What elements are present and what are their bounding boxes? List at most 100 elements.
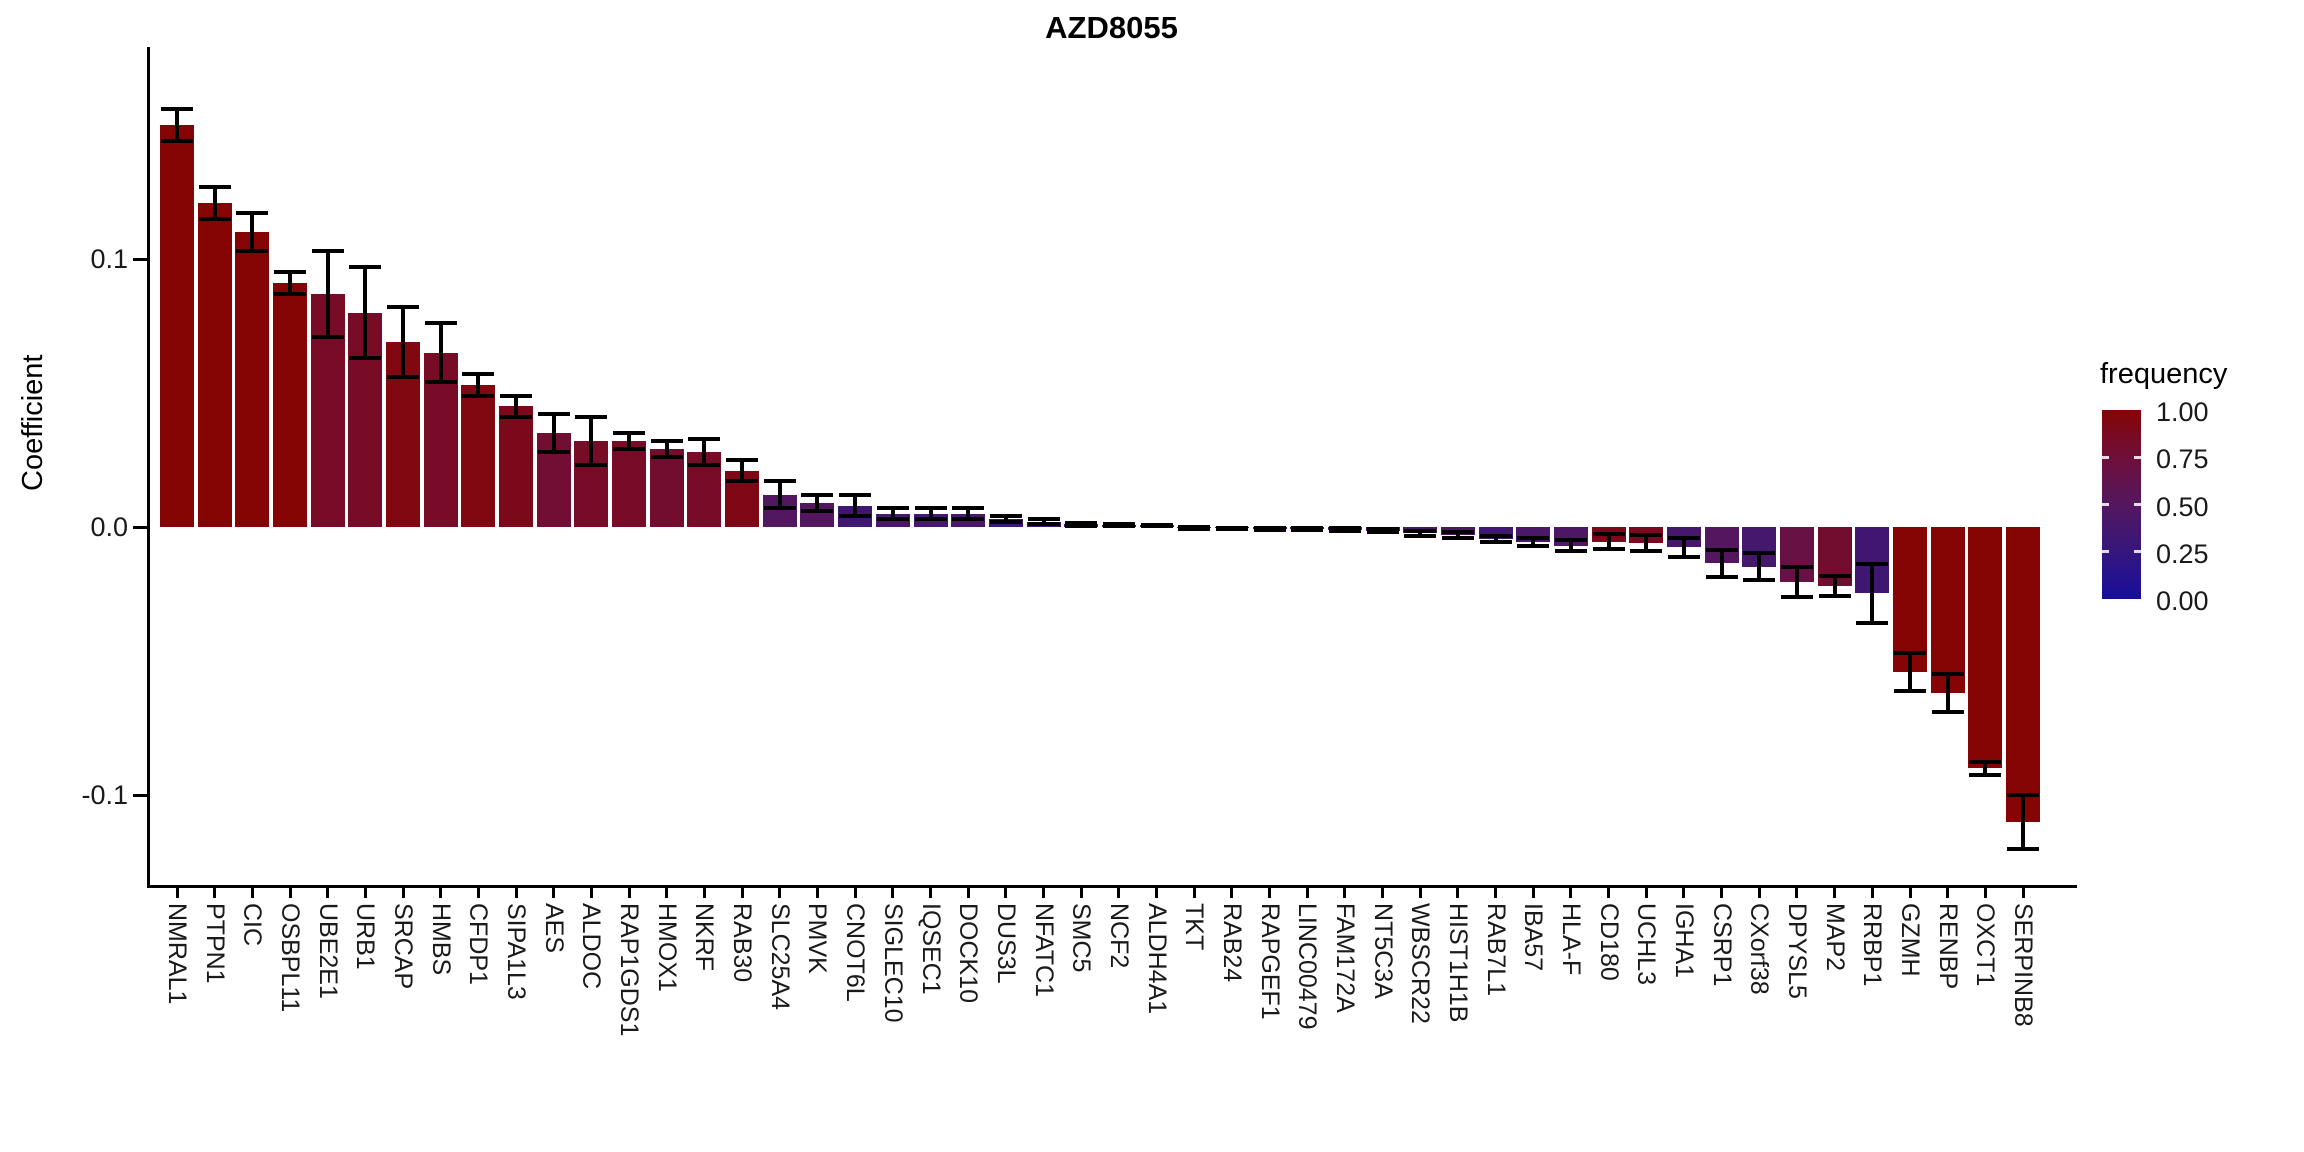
x-tick-mark (1418, 887, 1422, 898)
x-tick-label: SLC25A4 (765, 903, 794, 1011)
error-bar-line (1003, 516, 1008, 522)
error-bar-line (1983, 761, 1988, 775)
error-bar-cap-bottom (198, 216, 231, 221)
error-bar-cap-bottom (1178, 526, 1211, 531)
error-bar-cap-bottom (1441, 535, 1474, 540)
y-tick-label: 0.0 (90, 512, 128, 542)
x-tick-label: NKRF (690, 903, 719, 972)
y-tick-mark (133, 257, 147, 261)
error-bar-line (1757, 553, 1762, 581)
legend-label: 0.75 (2156, 444, 2209, 475)
x-tick-label: AES (539, 903, 568, 954)
error-bar-line (1455, 532, 1460, 538)
error-bar-cap-bottom (1291, 527, 1324, 532)
x-tick-label: LINC00479 (1293, 903, 1322, 1030)
x-tick-label: RENBP (1933, 903, 1962, 990)
error-bar-line (1870, 563, 1875, 623)
legend-tick-mark (2102, 503, 2109, 506)
x-tick-label: FAM172A (1330, 903, 1359, 1013)
error-bar-cap-top (914, 506, 947, 511)
x-tick-label: ALDOC (577, 903, 606, 990)
x-tick-label: DOCK10 (954, 903, 983, 1004)
error-bar-cap-top (1291, 525, 1324, 530)
error-bar-cap-top (575, 415, 608, 420)
error-bar-cap-top (1027, 517, 1060, 521)
x-tick-mark (1682, 887, 1686, 898)
x-tick-label: RAPGEF1 (1255, 903, 1284, 1020)
x-tick-mark (2021, 887, 2025, 898)
error-bar-line (702, 438, 707, 466)
error-bar-cap-top (726, 458, 759, 462)
error-bar-cap-top (1931, 672, 1964, 677)
x-tick-label: MAP2 (1820, 903, 1849, 972)
error-bar-line (664, 441, 669, 458)
x-axis-line (147, 885, 2077, 888)
error-bar-cap-top (1894, 651, 1926, 655)
x-tick-label: SERPINB8 (2009, 903, 2037, 1027)
x-tick-mark (1079, 887, 1083, 898)
error-bar-cap-top (613, 431, 646, 436)
error-bar-cap-top (1479, 533, 1512, 538)
bar (1930, 527, 1965, 694)
x-tick-label: CNOT6L (841, 903, 870, 1002)
bar (1893, 527, 1927, 672)
x-tick-mark (627, 887, 631, 898)
x-tick-label: DPYSL5 (1782, 903, 1811, 999)
error-bar-cap-top (1743, 551, 1776, 556)
bar (197, 202, 232, 527)
error-bar-line (250, 213, 255, 251)
error-bar-line (853, 494, 858, 517)
error-bar-cap-bottom (1554, 549, 1587, 554)
error-bar-cap-bottom (1931, 709, 1964, 714)
error-bar-cap-top (198, 184, 231, 189)
bar (160, 125, 194, 527)
error-bar-line (627, 433, 632, 450)
x-tick-mark (702, 887, 706, 898)
error-bar-cap-bottom (952, 517, 985, 521)
x-tick-label: DUS3L (991, 903, 1020, 984)
error-bar-cap-bottom (1592, 547, 1625, 552)
error-bar-cap-top (1667, 535, 1700, 540)
error-bar-cap-top (1065, 521, 1098, 525)
x-tick-label: WBSCR22 (1406, 903, 1435, 1024)
error-bar-line (777, 481, 782, 509)
error-bar-cap-bottom (349, 356, 382, 361)
error-bar-cap-top (839, 492, 872, 497)
x-tick-mark (363, 887, 367, 898)
error-bar-line (363, 267, 368, 359)
legend-tick-mark (2134, 550, 2141, 554)
bar (2006, 527, 2040, 822)
error-bar-line (928, 508, 933, 519)
error-bar-cap-top (688, 436, 721, 441)
error-bar-cap-bottom (726, 479, 759, 484)
error-bar-cap-bottom (537, 450, 570, 454)
x-tick-mark (175, 887, 179, 898)
error-bar-line (212, 186, 217, 219)
x-tick-label: GZMH (1896, 903, 1924, 977)
error-bar-line (551, 414, 556, 452)
x-tick-mark (476, 887, 480, 898)
x-tick-label: URB1 (351, 903, 380, 970)
legend-gradient-bar (2102, 410, 2141, 599)
x-tick-mark (1305, 887, 1309, 898)
x-tick-label: RRBP1 (1858, 903, 1887, 987)
error-bar-cap-top (500, 393, 533, 398)
error-bar-line (1681, 537, 1686, 557)
x-tick-label: CSRP1 (1707, 903, 1736, 987)
error-bar-cap-bottom (1894, 688, 1926, 693)
x-tick-mark (1983, 887, 1987, 898)
x-tick-mark (1644, 887, 1648, 898)
error-bar-cap-bottom (575, 463, 608, 468)
x-tick-label: IGHA1 (1669, 903, 1698, 979)
x-tick-mark (929, 887, 932, 898)
x-tick-mark (552, 887, 556, 898)
error-bar-cap-top (1969, 759, 2002, 764)
error-bar-cap-bottom (1366, 530, 1399, 535)
x-tick-mark (1343, 887, 1347, 898)
x-tick-label: TKT (1180, 903, 1209, 951)
error-bar-line (288, 272, 292, 294)
error-bar-cap-top (349, 265, 382, 269)
x-tick-mark (589, 887, 593, 898)
error-bar-cap-bottom (914, 517, 947, 521)
error-bar-cap-bottom (801, 508, 834, 513)
